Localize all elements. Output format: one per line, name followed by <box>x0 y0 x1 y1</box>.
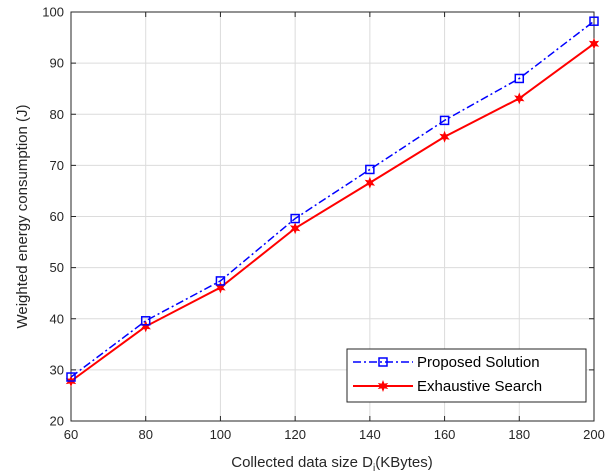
x-tick-label: 140 <box>359 427 381 442</box>
axis-ticks: 60 80 100 120 140 160 180 200 20 30 40 50 60 70 80 90 10… <box>42 5 605 443</box>
y-tick-label: 90 <box>50 56 64 71</box>
x-tick-label: 100 <box>210 427 232 442</box>
series-line-proposed-solution <box>70 20 595 378</box>
legend: Proposed Solution Exhaustive Search <box>346 348 587 403</box>
x-tick-label: 120 <box>284 427 306 442</box>
data-point-proposed-solution <box>365 164 375 175</box>
data-point-exhaustive-search <box>289 222 301 235</box>
legend-marker-exhaustive <box>377 380 389 392</box>
y-axis-label: Weighted energy consumption (J) <box>14 104 31 328</box>
data-point-proposed-solution <box>589 16 599 26</box>
grid <box>71 12 594 421</box>
x-axis-label-unit: (KBytes) <box>375 454 433 471</box>
x-tick-label: 200 <box>583 427 605 442</box>
data-point-exhaustive-search <box>140 320 151 333</box>
data-point-proposed-solution <box>215 276 226 286</box>
data-point-exhaustive-search <box>588 37 600 50</box>
x-tick-label: 80 <box>138 427 152 442</box>
y-tick-label: 60 <box>50 209 64 224</box>
data-point-proposed-solution <box>439 115 450 126</box>
x-tick-label: 60 <box>64 427 78 442</box>
data-point-proposed-solution <box>66 372 76 382</box>
legend-label-proposed: Proposed Solution <box>417 354 540 371</box>
legend-item-proposed: Proposed Solution <box>353 354 540 371</box>
series-layer <box>65 16 600 388</box>
x-tick-label: 160 <box>434 427 456 442</box>
y-tick-label: 80 <box>50 107 64 122</box>
data-point-exhaustive-search <box>514 92 525 105</box>
legend-item-exhaustive: Exhaustive Search <box>353 378 542 395</box>
y-tick-label: 70 <box>50 158 64 173</box>
series-line-exhaustive-search <box>70 42 595 382</box>
data-point-proposed-solution <box>514 73 525 84</box>
series-exhaustive-search <box>65 37 600 388</box>
legend-label-exhaustive: Exhaustive Search <box>417 378 542 395</box>
x-axis-label: Collected data size Di(KBytes) <box>231 454 433 472</box>
y-tick-label: 40 <box>50 311 64 326</box>
y-tick-label: 100 <box>42 5 64 20</box>
legend-marker-proposed <box>378 357 388 367</box>
y-tick-label: 20 <box>50 414 64 429</box>
y-tick-label: 30 <box>50 362 64 377</box>
data-point-proposed-solution <box>290 213 300 224</box>
y-tick-label: 50 <box>50 260 64 275</box>
data-point-exhaustive-search <box>439 130 450 143</box>
x-axis-label-main: Collected data size D <box>231 454 373 471</box>
data-point-exhaustive-search <box>215 281 226 294</box>
data-point-exhaustive-search <box>364 176 376 189</box>
x-tick-label: 180 <box>508 427 530 442</box>
x-axis-label-subscript: i <box>373 463 375 472</box>
series-proposed-solution <box>66 16 599 382</box>
data-point-proposed-solution <box>140 316 151 326</box>
